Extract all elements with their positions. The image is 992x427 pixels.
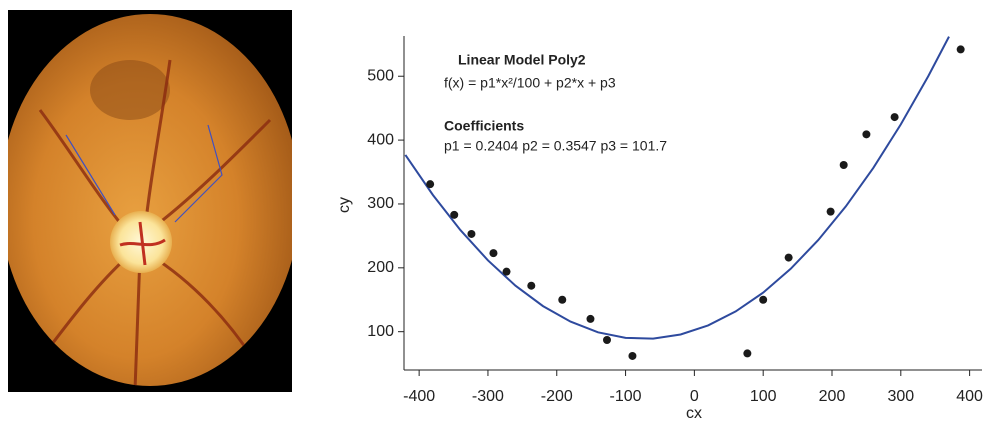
x-tick-label: -400 bbox=[403, 388, 435, 405]
x-tick-label: 100 bbox=[750, 388, 777, 405]
data-point bbox=[558, 295, 567, 304]
data-point bbox=[956, 45, 965, 54]
data-point bbox=[826, 207, 835, 216]
annotation: Linear Model Poly2 bbox=[458, 52, 586, 68]
data-point bbox=[862, 130, 871, 139]
data-point bbox=[527, 281, 536, 290]
data-point bbox=[890, 113, 899, 122]
annotation: p1 = 0.2404 p2 = 0.3547 p3 = 101.7 bbox=[444, 138, 667, 154]
fit-curve bbox=[404, 36, 950, 340]
data-point bbox=[502, 267, 511, 276]
y-axis-label: cy bbox=[336, 197, 353, 213]
data-point bbox=[839, 161, 848, 170]
x-tick-label: -200 bbox=[541, 388, 573, 405]
x-tick-label: 0 bbox=[690, 388, 699, 405]
x-tick-label: -100 bbox=[610, 388, 642, 405]
x-tick-label: -300 bbox=[472, 388, 504, 405]
y-tick-label: 100 bbox=[367, 323, 394, 340]
annotation: f(x) = p1*x²/100 + p2*x + p3 bbox=[444, 75, 616, 91]
fundus-image bbox=[8, 10, 292, 392]
data-point bbox=[489, 249, 498, 258]
plot-area: -400 -300 -200 -100 0 100 200 300 400 100 200 300 40… bbox=[367, 36, 983, 405]
y-tick-label: 200 bbox=[367, 259, 394, 276]
data-point bbox=[450, 210, 459, 219]
x-tick-label: 300 bbox=[887, 388, 914, 405]
x-tick-label: 200 bbox=[819, 388, 846, 405]
y-tick-label: 400 bbox=[367, 131, 394, 148]
x-tick-label: 400 bbox=[956, 388, 983, 405]
data-point bbox=[743, 349, 752, 358]
data-point bbox=[759, 295, 768, 304]
x-axis-label: cx bbox=[686, 405, 702, 422]
data-point bbox=[467, 229, 476, 238]
y-tick-label: 500 bbox=[367, 67, 394, 84]
data-point bbox=[602, 335, 611, 344]
data-point bbox=[628, 351, 637, 360]
data-point bbox=[784, 253, 793, 262]
data-point bbox=[586, 314, 595, 323]
annotation: Coefficients bbox=[444, 118, 524, 134]
data-point bbox=[426, 180, 435, 189]
y-tick-label: 300 bbox=[367, 195, 394, 212]
